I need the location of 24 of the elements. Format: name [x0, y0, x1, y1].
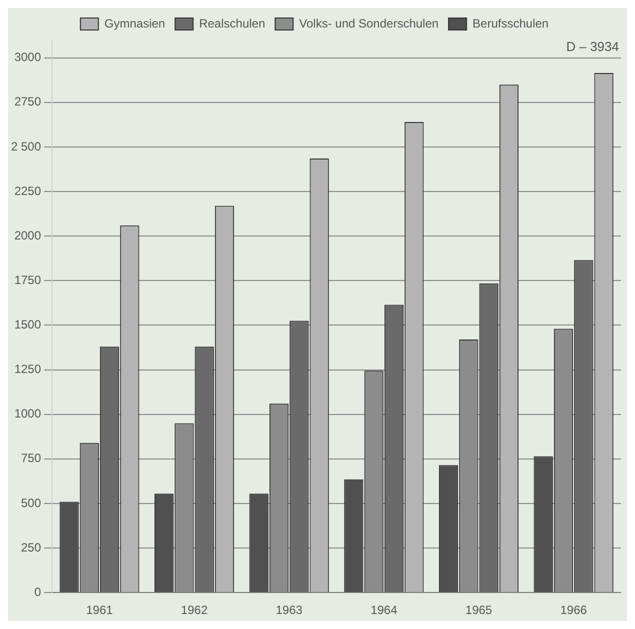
y-tick-label: 2750 — [14, 94, 42, 109]
legend-label: Realschulen — [199, 16, 266, 30]
y-tick-label: 1250 — [14, 362, 42, 376]
y-tick-label: 2250 — [14, 184, 42, 198]
y-tick-label: 1000 — [14, 406, 42, 421]
x-tick-label: 1965 — [465, 603, 492, 618]
y-tick-label: 3000 — [14, 50, 42, 64]
y-tick-label: 750 — [21, 451, 42, 466]
y-tick-label: 2 500 — [11, 139, 42, 154]
x-tick-label: 1966 — [560, 603, 588, 618]
legend-label: Volks- und Sonderschulen — [299, 16, 439, 30]
y-tick-label: 2000 — [14, 228, 42, 242]
annotation: D – 3934 — [566, 38, 619, 54]
y-tick-label: 500 — [21, 496, 42, 510]
y-tick-label: 1750 — [14, 272, 42, 287]
x-tick-label: 1962 — [180, 603, 208, 618]
y-tick-label: 1500 — [14, 318, 42, 332]
x-tick-label: 1964 — [370, 603, 398, 618]
legend-label: Gymnasien — [104, 16, 166, 30]
y-tick-label: 0 — [34, 584, 42, 599]
x-tick-label: 1963 — [276, 603, 303, 618]
x-tick-label: 1961 — [86, 603, 114, 618]
legend-label: Berufsschulen — [472, 16, 549, 30]
y-tick-label: 250 — [21, 540, 42, 554]
